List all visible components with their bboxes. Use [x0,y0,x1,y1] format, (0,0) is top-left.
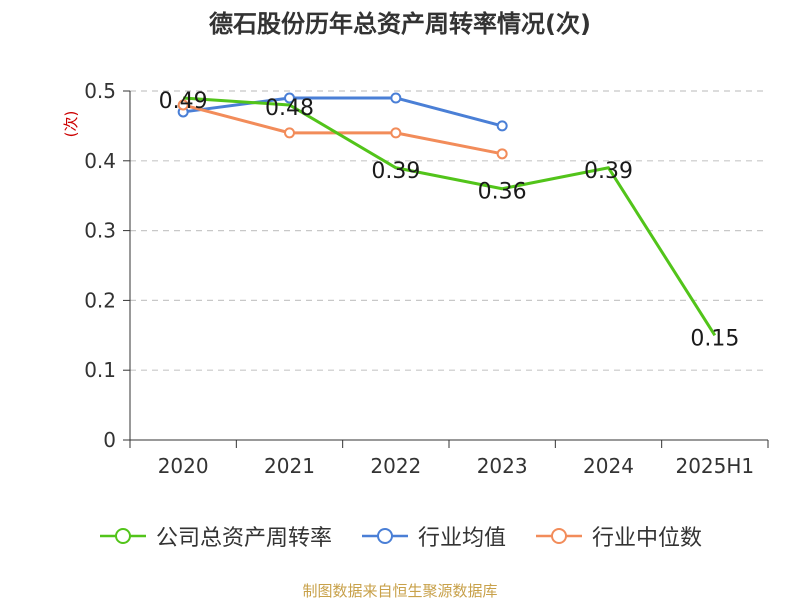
data-point [390,127,402,139]
axes: 0 0.1 0.2 0.3 0.4 0.5 2020 2021 2022 2023 2024 2025… [62,79,769,478]
legend-swatch-marker [551,528,567,544]
legend-label: 行业均值 [417,526,506,551]
y-tick-label: 0.2 [84,288,116,312]
data-labels: 0.49 0.48 0.39 0.36 0.39 0.15 [159,89,740,351]
series-line [182,96,503,128]
data-point [177,99,189,111]
legend-swatch-icon [361,528,408,544]
data-label: 0.49 [159,89,208,114]
legend-item[interactable]: 行业均值 [360,520,506,552]
series-lines [177,92,717,337]
y-tick-label: 0.4 [84,149,116,173]
data-point [496,120,508,132]
data-point [284,92,295,104]
series-line [182,103,503,156]
x-tick-label: 2021 [264,454,315,478]
y-tick-label: 0.5 [84,79,116,103]
x-tick-label: 2022 [370,454,421,478]
data-label: 0.15 [690,326,739,351]
data-source-footer: 制图数据来自恒生聚源数据库 [302,582,498,600]
data-label: 0.39 [371,159,420,184]
legend-swatch-marker [114,528,131,544]
legend-label: 公司总资产周转率 [155,526,332,551]
data-point [390,92,402,104]
y-tick-label: 0.3 [84,219,116,243]
legend-swatch-marker [376,528,393,544]
data-point [284,127,295,139]
grid-lines [130,90,768,371]
x-tick-label: 2025H1 [675,454,754,478]
data-point [496,148,508,160]
data-label: 0.39 [584,159,633,184]
legend-swatch-icon [99,528,146,544]
y-axis-label: (次) [62,111,80,138]
legend-item[interactable]: 公司总资产周转率 [98,520,332,552]
y-tick-label: 0.1 [84,358,116,382]
chart-title: 德石股份历年总资产周转率情况(次) [209,10,591,38]
legend: 公司总资产周转率 行业均值 行业中位数 [0,516,800,556]
x-tick-label: 2023 [477,454,528,478]
x-tick-label: 2020 [158,454,209,478]
y-tick-label: 0 [103,428,116,452]
data-label: 0.48 [265,96,314,121]
x-tick-label: 2024 [583,454,634,478]
data-label: 0.36 [478,180,527,205]
legend-label: 行业中位数 [592,526,703,551]
legend-swatch-icon [536,528,582,544]
legend-item[interactable]: 行业中位数 [534,520,702,552]
series-line [183,96,717,337]
